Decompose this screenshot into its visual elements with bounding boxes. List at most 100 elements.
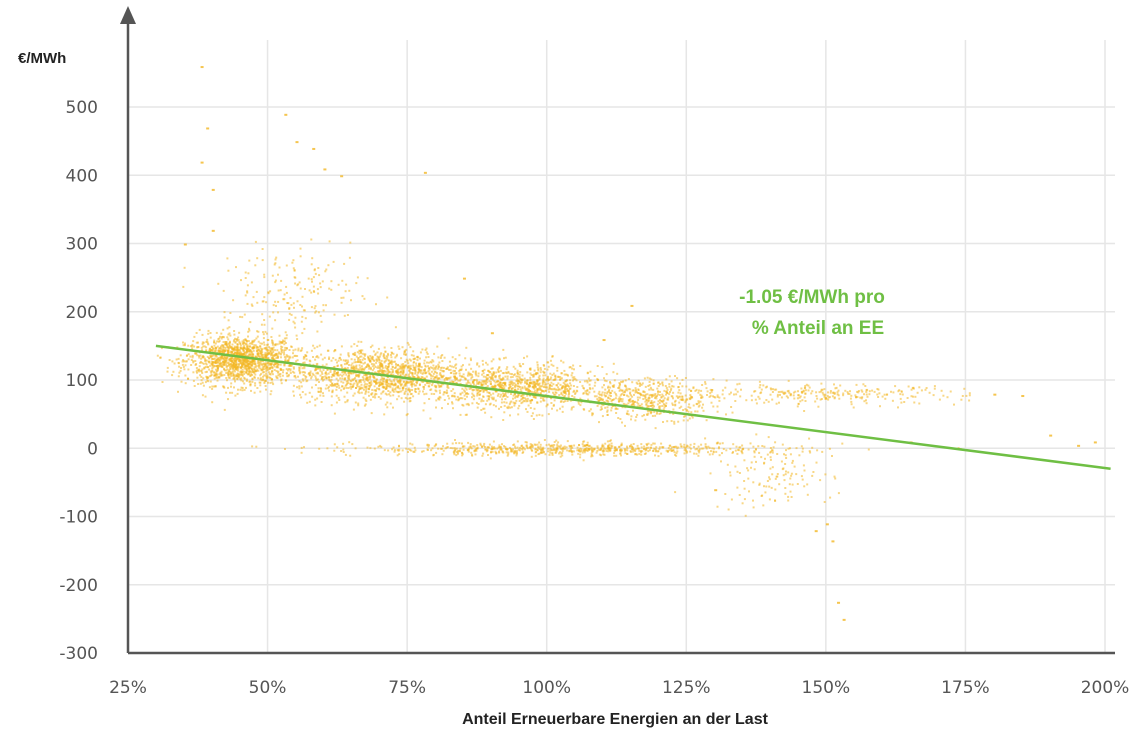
data-point xyxy=(629,445,632,448)
data-point xyxy=(391,369,394,372)
data-point xyxy=(497,393,500,396)
data-point xyxy=(554,374,557,377)
data-point xyxy=(374,352,377,355)
data-point xyxy=(226,368,229,371)
data-point xyxy=(306,379,309,382)
data-point xyxy=(246,365,249,368)
data-point xyxy=(626,389,629,392)
data-point xyxy=(644,397,647,400)
data-point xyxy=(627,399,630,402)
data-point xyxy=(342,451,345,453)
data-point xyxy=(587,393,590,396)
data-point xyxy=(549,451,552,454)
data-point xyxy=(214,342,217,345)
data-point xyxy=(372,374,374,377)
data-point xyxy=(255,356,258,359)
data-point xyxy=(515,399,518,402)
data-point xyxy=(779,390,782,393)
data-point xyxy=(510,387,513,390)
data-point xyxy=(561,394,564,397)
data-point xyxy=(657,400,660,403)
data-point xyxy=(432,377,435,380)
data-point xyxy=(243,345,246,348)
data-point xyxy=(340,364,343,367)
data-point xyxy=(517,448,520,451)
data-point xyxy=(550,388,553,391)
data-point xyxy=(175,358,178,361)
data-point xyxy=(602,453,605,456)
data-point xyxy=(248,373,251,376)
data-point xyxy=(881,395,884,398)
data-point xyxy=(197,383,200,385)
data-point xyxy=(363,384,366,387)
data-point xyxy=(407,388,410,391)
data-point xyxy=(447,402,449,405)
data-point xyxy=(276,343,279,346)
data-point xyxy=(815,395,818,397)
data-point xyxy=(965,394,968,397)
data-point xyxy=(324,387,327,390)
data-point xyxy=(343,386,346,389)
data-point xyxy=(202,384,205,387)
data-point xyxy=(363,380,366,383)
data-point xyxy=(660,442,663,445)
data-point xyxy=(237,336,240,339)
data-point xyxy=(269,352,272,355)
data-point xyxy=(408,381,411,384)
data-point xyxy=(820,398,823,400)
data-point xyxy=(268,373,271,375)
data-point xyxy=(248,327,250,330)
data-point xyxy=(820,382,823,385)
data-point xyxy=(802,390,805,393)
data-point xyxy=(524,380,526,383)
data-point xyxy=(660,452,663,455)
data-point xyxy=(200,379,203,382)
data-point xyxy=(255,445,258,448)
data-point xyxy=(438,361,441,364)
data-point xyxy=(589,408,592,411)
data-point xyxy=(234,351,237,354)
data-point xyxy=(653,401,656,404)
data-point xyxy=(512,444,515,446)
data-point xyxy=(630,418,632,421)
data-point xyxy=(383,346,386,349)
data-point xyxy=(535,451,538,453)
data-point xyxy=(260,372,263,375)
data-point xyxy=(566,389,569,392)
data-point xyxy=(619,394,622,397)
data-point xyxy=(383,449,386,452)
data-point xyxy=(196,371,198,374)
data-point xyxy=(425,347,428,350)
data-point xyxy=(372,350,375,353)
data-point xyxy=(679,382,681,385)
data-point xyxy=(355,373,358,376)
data-point xyxy=(336,383,339,386)
data-point xyxy=(219,335,221,338)
data-point xyxy=(624,403,627,406)
data-point xyxy=(716,410,719,413)
data-point xyxy=(774,441,777,444)
data-point xyxy=(254,361,257,364)
data-point xyxy=(857,391,860,394)
data-point xyxy=(859,396,862,399)
data-point xyxy=(652,393,655,396)
data-point xyxy=(382,354,385,357)
data-point xyxy=(754,398,757,401)
data-point xyxy=(343,378,346,381)
data-point xyxy=(308,372,311,374)
data-point xyxy=(262,337,265,340)
data-point xyxy=(536,366,539,369)
data-point xyxy=(520,447,523,450)
data-point xyxy=(353,368,356,371)
data-point xyxy=(572,379,574,382)
data-point xyxy=(287,368,290,370)
data-point xyxy=(184,382,187,385)
data-point xyxy=(385,355,388,358)
data-point xyxy=(370,363,373,365)
data-point xyxy=(397,371,400,374)
data-point xyxy=(211,361,214,363)
data-point xyxy=(263,368,266,371)
data-point xyxy=(480,381,483,384)
data-point xyxy=(464,386,467,389)
data-point xyxy=(621,449,623,452)
